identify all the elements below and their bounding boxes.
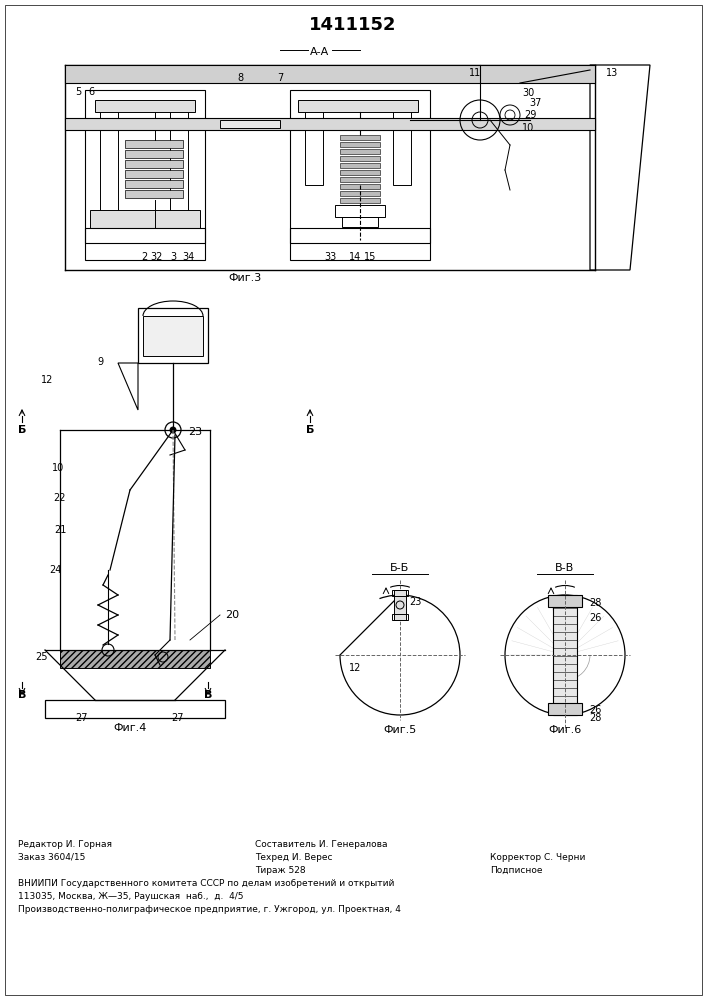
Text: ВНИИПИ Государственного комитета СССР по делам изобретений и открытий: ВНИИПИ Государственного комитета СССР по…	[18, 879, 395, 888]
Text: 14: 14	[349, 252, 361, 262]
Bar	[60, 650, 210, 668]
Bar	[220, 120, 280, 128]
Text: Б: Б	[18, 425, 26, 435]
Bar	[340, 142, 380, 147]
Text: 27: 27	[76, 713, 88, 723]
Text: 25: 25	[36, 652, 48, 662]
Text: 28: 28	[589, 598, 601, 608]
Bar	[548, 595, 582, 607]
Bar	[340, 198, 380, 203]
Text: В-В: В-В	[556, 563, 575, 573]
Bar	[553, 595, 577, 715]
Bar	[125, 180, 183, 188]
Text: В: В	[18, 690, 26, 700]
Text: 7: 7	[277, 73, 283, 83]
Text: 21: 21	[54, 525, 66, 535]
Text: 20: 20	[225, 610, 239, 620]
Circle shape	[170, 427, 176, 433]
Text: Корректор С. Черни: Корректор С. Черни	[490, 853, 585, 862]
Text: Б-Б: Б-Б	[390, 563, 409, 573]
Bar	[170, 105, 188, 215]
Text: 8: 8	[237, 73, 243, 83]
Text: 26: 26	[589, 613, 601, 623]
Text: Фиг.3: Фиг.3	[228, 273, 262, 283]
Bar	[125, 140, 183, 148]
Bar	[340, 149, 380, 154]
Text: Б: Б	[306, 425, 314, 435]
Text: 9: 9	[97, 357, 103, 367]
Text: 32: 32	[151, 252, 163, 262]
Bar	[340, 156, 380, 161]
Text: 34: 34	[182, 252, 194, 262]
Bar	[340, 170, 380, 175]
Bar	[548, 703, 582, 715]
Bar	[340, 177, 380, 182]
Text: 15: 15	[364, 252, 376, 262]
Text: 113035, Москва, Ж—35, Раушская  наб.,  д.  4/5: 113035, Москва, Ж—35, Раушская наб., д. …	[18, 892, 243, 901]
Bar	[85, 90, 205, 260]
Text: 3: 3	[170, 252, 176, 262]
Bar	[125, 160, 183, 168]
Bar	[100, 105, 118, 215]
Text: Фиг.5: Фиг.5	[383, 725, 416, 735]
Bar	[392, 614, 408, 620]
Text: 30: 30	[522, 88, 534, 98]
Text: 1411152: 1411152	[309, 16, 397, 34]
Bar	[125, 190, 183, 198]
Bar	[45, 700, 225, 718]
Text: Производственно-полиграфическое предприятие, г. Ужгород, ул. Проектная, 4: Производственно-полиграфическое предприя…	[18, 905, 401, 914]
Text: Заказ 3604/15: Заказ 3604/15	[18, 853, 86, 862]
Bar	[65, 65, 595, 83]
Bar	[340, 135, 380, 140]
Text: 23: 23	[409, 597, 421, 607]
Bar	[298, 100, 418, 112]
Text: 12: 12	[349, 663, 361, 673]
Text: Подписное: Подписное	[490, 866, 542, 875]
Text: 37: 37	[530, 98, 542, 108]
Text: 12: 12	[41, 375, 53, 385]
Bar	[90, 210, 200, 228]
Bar	[143, 316, 203, 356]
Bar	[125, 150, 183, 158]
Text: 13: 13	[606, 68, 618, 78]
Text: 24: 24	[49, 565, 62, 575]
Bar	[392, 590, 408, 596]
Bar	[394, 590, 406, 620]
Text: 26: 26	[589, 705, 601, 715]
Bar	[290, 228, 430, 243]
Bar	[340, 184, 380, 189]
Text: 23: 23	[188, 427, 202, 437]
Text: 10: 10	[52, 463, 64, 473]
Text: 2: 2	[141, 252, 147, 262]
Text: Техред И. Верес: Техред И. Верес	[255, 853, 332, 862]
Text: В: В	[204, 690, 212, 700]
Text: А-А: А-А	[310, 47, 329, 57]
Text: 6: 6	[88, 87, 94, 97]
Bar	[335, 205, 385, 217]
Text: 11: 11	[469, 68, 481, 78]
Text: Фиг.4: Фиг.4	[113, 723, 146, 733]
Bar	[305, 105, 323, 185]
Text: 10: 10	[522, 123, 534, 133]
Text: 28: 28	[589, 713, 601, 723]
Bar	[290, 90, 430, 260]
Bar	[393, 105, 411, 185]
Text: Редактор И. Горная: Редактор И. Горная	[18, 840, 112, 849]
Bar	[85, 228, 205, 243]
Text: Тираж 528: Тираж 528	[255, 866, 305, 875]
Bar	[340, 163, 380, 168]
Bar	[95, 100, 195, 112]
Bar	[340, 191, 380, 196]
Text: 27: 27	[172, 713, 185, 723]
Bar	[138, 308, 208, 363]
Bar	[65, 118, 595, 130]
Text: Составитель И. Генералова: Составитель И. Генералова	[255, 840, 387, 849]
Text: 33: 33	[324, 252, 336, 262]
Text: 5: 5	[75, 87, 81, 97]
Bar	[342, 217, 378, 227]
Bar	[125, 170, 183, 178]
Text: Фиг.6: Фиг.6	[549, 725, 582, 735]
Text: 22: 22	[54, 493, 66, 503]
Text: 29: 29	[524, 110, 536, 120]
